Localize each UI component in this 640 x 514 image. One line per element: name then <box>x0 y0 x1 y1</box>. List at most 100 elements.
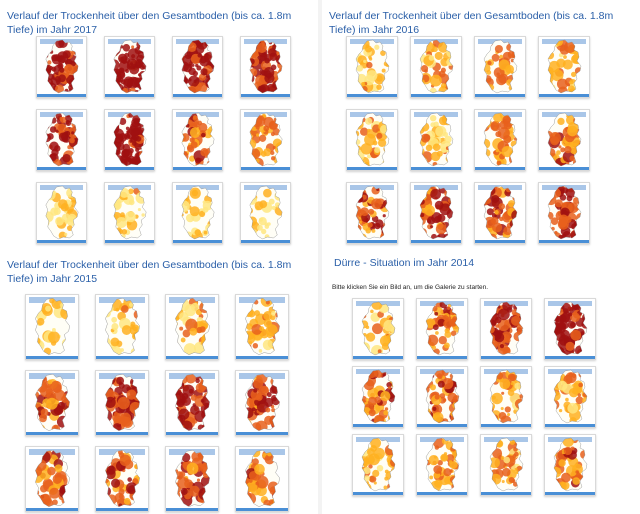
thumbnail-bottom-rule <box>236 356 288 359</box>
germany-drought-map-icon <box>553 369 588 424</box>
thumbnail-bottom-rule <box>417 492 467 495</box>
drought-map-thumbnail[interactable] <box>416 298 468 360</box>
thumbnail-bottom-rule <box>481 492 531 495</box>
drought-map-thumbnail[interactable] <box>474 36 526 98</box>
drought-map-thumbnail[interactable] <box>172 182 223 244</box>
drought-map-thumbnail[interactable] <box>346 182 398 244</box>
thumbnail-bottom-rule <box>96 508 148 511</box>
germany-drought-map-icon <box>113 185 147 240</box>
drought-map-thumbnail[interactable] <box>235 446 289 512</box>
germany-drought-map-icon <box>361 437 396 492</box>
drought-map-thumbnail[interactable] <box>165 370 219 436</box>
germany-drought-map-icon <box>35 297 70 355</box>
drought-map-thumbnail[interactable] <box>165 294 219 360</box>
drought-map-thumbnail[interactable] <box>416 366 468 428</box>
drought-map-thumbnail[interactable] <box>104 182 155 244</box>
germany-drought-map-icon <box>489 369 524 424</box>
drought-map-thumbnail[interactable] <box>346 109 398 171</box>
germany-drought-map-icon <box>553 301 588 356</box>
drought-map-thumbnail[interactable] <box>352 298 404 360</box>
drought-map-thumbnail[interactable] <box>538 109 590 171</box>
germany-drought-map-icon <box>547 112 582 167</box>
germany-drought-map-icon <box>489 437 524 492</box>
drought-panel-2016: Verlauf der Trockenheit über den Gesamtb… <box>322 0 640 252</box>
germany-drought-map-icon <box>105 297 140 355</box>
drought-map-thumbnail[interactable] <box>410 109 462 171</box>
thumbnail-bottom-rule <box>37 167 86 170</box>
germany-drought-map-icon <box>45 39 79 94</box>
drought-map-thumbnail[interactable] <box>95 370 149 436</box>
drought-map-thumbnail[interactable] <box>172 36 223 98</box>
drought-map-thumbnail[interactable] <box>538 182 590 244</box>
drought-map-thumbnail[interactable] <box>240 182 291 244</box>
drought-map-thumbnail[interactable] <box>538 36 590 98</box>
thumbnail-bottom-rule <box>241 167 290 170</box>
drought-map-thumbnail[interactable] <box>240 36 291 98</box>
drought-map-thumbnail[interactable] <box>235 370 289 436</box>
drought-map-thumbnail[interactable] <box>36 182 87 244</box>
drought-panel-2014: Dürre - Situation im Jahr 2014 Bitte kli… <box>322 252 640 514</box>
panel-title: Verlauf der Trockenheit über den Gesamtb… <box>329 10 614 36</box>
drought-map-thumbnail[interactable] <box>480 366 532 428</box>
drought-map-thumbnail[interactable] <box>480 298 532 360</box>
drought-map-thumbnail[interactable] <box>36 36 87 98</box>
map-gallery <box>0 252 318 514</box>
germany-drought-map-icon <box>483 39 518 94</box>
thumbnail-bottom-rule <box>539 240 589 243</box>
germany-drought-map-icon <box>245 297 280 355</box>
thumbnail-bottom-rule <box>105 94 154 97</box>
thumbnail-bottom-rule <box>545 424 595 427</box>
thumbnail-bottom-rule <box>166 508 218 511</box>
thumbnail-bottom-rule <box>475 240 525 243</box>
thumbnail-bottom-rule <box>37 94 86 97</box>
thumbnail-bottom-rule <box>166 356 218 359</box>
thumbnail-bottom-rule <box>539 94 589 97</box>
thumbnail-bottom-rule <box>173 240 222 243</box>
germany-drought-map-icon <box>553 437 588 492</box>
drought-panel-2015: Verlauf der Trockenheit über den Gesamtb… <box>0 252 318 514</box>
drought-map-thumbnail[interactable] <box>95 294 149 360</box>
thumbnail-bottom-rule <box>545 356 595 359</box>
drought-map-thumbnail[interactable] <box>104 36 155 98</box>
drought-map-thumbnail[interactable] <box>474 182 526 244</box>
drought-map-thumbnail[interactable] <box>172 109 223 171</box>
drought-map-thumbnail[interactable] <box>25 446 79 512</box>
thumbnail-bottom-rule <box>236 432 288 435</box>
thumbnail-bottom-rule <box>105 240 154 243</box>
germany-drought-map-icon <box>249 185 283 240</box>
thumbnail-bottom-rule <box>411 94 461 97</box>
drought-map-thumbnail[interactable] <box>352 434 404 496</box>
drought-map-thumbnail[interactable] <box>240 109 291 171</box>
drought-map-thumbnail[interactable] <box>474 109 526 171</box>
panel-title: Dürre - Situation im Jahr 2014 <box>334 257 475 269</box>
drought-map-thumbnail[interactable] <box>104 109 155 171</box>
map-gallery <box>0 0 318 252</box>
drought-map-thumbnail[interactable] <box>480 434 532 496</box>
germany-drought-map-icon <box>245 449 280 507</box>
thumbnail-bottom-rule <box>96 432 148 435</box>
drought-map-thumbnail[interactable] <box>346 36 398 98</box>
drought-map-thumbnail[interactable] <box>235 294 289 360</box>
drought-map-thumbnail[interactable] <box>544 434 596 496</box>
thumbnail-bottom-rule <box>26 356 78 359</box>
drought-map-thumbnail[interactable] <box>544 298 596 360</box>
drought-map-thumbnail[interactable] <box>36 109 87 171</box>
drought-map-thumbnail[interactable] <box>410 182 462 244</box>
germany-drought-map-icon <box>483 185 518 240</box>
drought-map-thumbnail[interactable] <box>25 294 79 360</box>
thumbnail-bottom-rule <box>166 432 218 435</box>
thumbnail-bottom-rule <box>417 424 467 427</box>
drought-map-thumbnail[interactable] <box>416 434 468 496</box>
drought-map-thumbnail[interactable] <box>95 446 149 512</box>
drought-map-thumbnail[interactable] <box>544 366 596 428</box>
germany-drought-map-icon <box>105 373 140 431</box>
thumbnail-bottom-rule <box>241 240 290 243</box>
germany-drought-map-icon <box>249 39 283 94</box>
drought-map-thumbnail[interactable] <box>410 36 462 98</box>
drought-map-thumbnail[interactable] <box>165 446 219 512</box>
thumbnail-bottom-rule <box>173 167 222 170</box>
germany-drought-map-icon <box>45 185 79 240</box>
germany-drought-map-icon <box>45 112 79 167</box>
drought-map-thumbnail[interactable] <box>352 366 404 428</box>
drought-map-thumbnail[interactable] <box>25 370 79 436</box>
